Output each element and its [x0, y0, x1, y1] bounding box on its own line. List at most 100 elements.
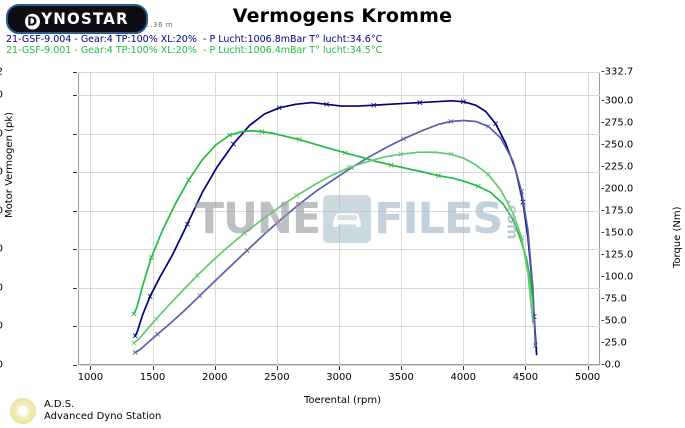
- y-axis-tick-mark-left: [73, 365, 77, 366]
- y-axis-tick-right: -100.0: [601, 271, 634, 283]
- data-point-marker: [460, 99, 466, 105]
- gridline-horizontal: [78, 133, 600, 135]
- y-axis-tick-left: 0.0: [0, 360, 3, 371]
- y-axis-tick-right: -175.0: [601, 205, 634, 217]
- legend-run-label: 21-GSF-9.004 - Gear:4 TP:100% XL:20%: [6, 34, 197, 45]
- data-curve: [134, 119, 537, 354]
- x-axis-tick-mark: [339, 366, 340, 370]
- y-axis-tick-left: 120.0: [0, 128, 3, 139]
- legend-run-conditions: - P Lucht:1006.4mBar T° lucht:34.5°C: [203, 45, 383, 56]
- data-point-marker: [398, 151, 404, 157]
- y-axis-tick-right: -50.0: [601, 315, 627, 327]
- data-point-marker: [197, 293, 203, 299]
- gridline-vertical: [463, 72, 465, 365]
- data-point-marker: [388, 162, 394, 168]
- y-axis-tick-left: 60.0: [0, 244, 3, 255]
- data-curve: [133, 151, 534, 344]
- x-axis-tick: 3500: [388, 372, 414, 383]
- y-axis-tick-right: -125.0: [601, 249, 634, 261]
- x-axis-tick-mark: [587, 366, 589, 370]
- data-point-marker: [194, 273, 200, 278]
- data-point-marker: [132, 333, 138, 339]
- legend: 21-GSF-9.004 - Gear:4 TP:100% XL:20% - P …: [6, 34, 382, 56]
- x-axis-label: Toerental (rpm): [303, 395, 382, 406]
- x-axis-tick: 2500: [264, 372, 290, 383]
- data-point-marker: [401, 136, 407, 142]
- data-point-marker: [296, 201, 302, 207]
- gridline-horizontal: [78, 72, 600, 73]
- data-point-marker: [519, 235, 525, 241]
- data-point-marker: [153, 316, 159, 322]
- x-axis-tick-mark: [152, 366, 154, 370]
- gridline-horizontal: [78, 95, 600, 97]
- data-point-marker: [371, 102, 377, 108]
- data-point-marker: [131, 340, 137, 346]
- gridline-horizontal: [78, 287, 600, 289]
- x-axis-tick: 1000: [77, 372, 104, 383]
- data-point-marker: [519, 189, 525, 195]
- y-axis-tick-right: -250.0: [601, 139, 634, 151]
- dynostar-logo-rest: YNOSTAR: [41, 9, 129, 29]
- y-axis-tick-left: 80.0: [0, 205, 3, 216]
- data-curve: [133, 129, 534, 315]
- data-point-marker: [230, 141, 236, 147]
- gridline-horizontal: [78, 249, 600, 251]
- y-axis-tick-right: -25.0: [601, 337, 627, 349]
- legend-run-label: 21-GSF-9.001 - Gear:4 TP:100% XL:20%: [6, 45, 197, 56]
- legend-run-conditions: - P Lucht:1006.8mBar T° lucht:34.6°C: [203, 34, 383, 45]
- dynostar-logo-subtext: ...36 m: [145, 21, 174, 29]
- y-axis-tick-left: 152.2: [0, 67, 3, 78]
- y-axis-tick-left: 140.0: [0, 90, 3, 101]
- y-axis-tick-left: 40.0: [0, 282, 3, 293]
- data-point-marker: [435, 173, 441, 179]
- gridline-horizontal: [78, 326, 600, 328]
- data-point-marker: [132, 350, 138, 355]
- y-axis-tick-right: -150.0: [601, 227, 634, 239]
- footer-text: A.D.S. Advanced Dyno Station: [44, 399, 161, 423]
- data-point-marker: [417, 100, 423, 106]
- y-axis-tick-right: -225.0: [601, 161, 634, 173]
- data-point-marker: [155, 331, 160, 337]
- x-axis-tick-mark: [401, 366, 403, 370]
- data-point-marker: [244, 248, 250, 253]
- footer-line-2: Advanced Dyno Station: [44, 411, 162, 422]
- data-point-marker: [485, 123, 491, 129]
- gridline-horizontal: [78, 365, 600, 366]
- data-point-marker: [485, 171, 491, 177]
- y-axis-tick-mark-left: [73, 326, 77, 328]
- x-axis-tick: 1500: [139, 372, 166, 383]
- dynostar-logo-text: D YNOSTAR: [25, 9, 129, 30]
- data-point-marker: [294, 193, 300, 199]
- data-point-marker: [342, 150, 348, 156]
- y-axis-tick-left: 20.0: [0, 321, 3, 332]
- x-axis-tick: 2000: [201, 372, 228, 383]
- page-title: Vermogens Kromme: [232, 5, 453, 27]
- x-axis-tick-mark: [90, 366, 92, 370]
- plot-area: [78, 72, 600, 366]
- legend-row: 21-GSF-9.001 - Gear:4 TP:100% XL:20% - P …: [6, 45, 382, 56]
- gridline-vertical: [152, 72, 154, 365]
- gridline-vertical: [587, 72, 589, 365]
- x-axis-tick-mark: [214, 366, 216, 370]
- x-axis-tick: 4500: [512, 372, 539, 383]
- y-axis-tick-right: -75.0: [601, 293, 627, 305]
- data-point-marker: [186, 177, 192, 183]
- gridline-vertical: [276, 72, 278, 365]
- y-axis-tick-mark-left: [73, 210, 77, 212]
- y-axis-tick-mark-left: [73, 72, 77, 73]
- data-point-marker: [259, 129, 265, 135]
- data-point-marker: [493, 121, 499, 127]
- footer: A.D.S. Advanced Dyno Station: [10, 398, 161, 424]
- y-axis-tick-right: -300.0: [601, 95, 634, 107]
- footer-line-1: A.D.S.: [44, 399, 75, 410]
- data-point-marker: [276, 105, 282, 111]
- dynostar-logo: D YNOSTAR: [6, 4, 148, 34]
- y-axis-tick-right: -275.0: [601, 117, 634, 129]
- y-axis-tick-mark-left: [73, 133, 77, 135]
- gridline-vertical: [214, 72, 216, 365]
- y-axis-tick-mark-left: [73, 172, 77, 174]
- y-axis-tick-mark-left: [73, 249, 77, 251]
- y-axis-tick-mark-left: [73, 95, 77, 97]
- data-point-marker: [184, 221, 190, 227]
